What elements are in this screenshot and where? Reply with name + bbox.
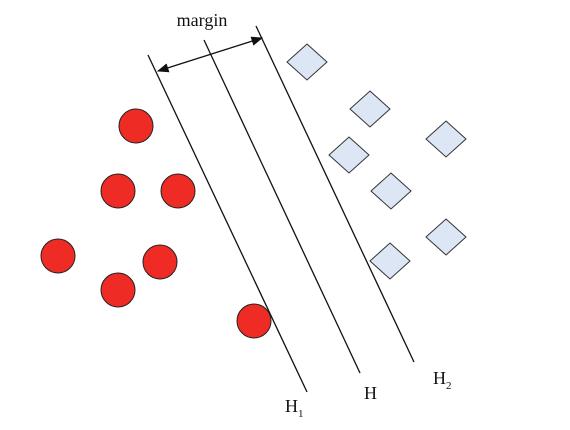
hyperplane-h2	[255, 25, 415, 363]
label-h1: H1	[285, 396, 304, 420]
circle-point	[100, 272, 136, 308]
diamond-point	[349, 90, 391, 128]
hyperplane-h1	[147, 54, 308, 393]
circle-point	[100, 173, 136, 209]
label-h2: H2	[433, 368, 452, 392]
circle-point	[40, 238, 76, 274]
label-h1-main: H	[285, 396, 298, 416]
diamond-point	[328, 136, 370, 174]
diamond-point	[369, 242, 411, 280]
circle-point	[236, 303, 272, 339]
diamond-point	[425, 120, 467, 158]
margin-arrow	[156, 36, 264, 73]
diamond-point	[286, 43, 328, 81]
circle-point	[118, 108, 154, 144]
label-h2-sub: 2	[446, 380, 452, 392]
circle-point	[160, 173, 196, 209]
label-h2-main: H	[433, 368, 446, 388]
label-h: H	[364, 383, 377, 403]
hyperplane-h	[203, 39, 361, 374]
label-h1-sub: 1	[298, 408, 304, 420]
class-circles	[40, 108, 272, 339]
circle-point	[142, 244, 178, 280]
margin-label: margin	[177, 10, 228, 30]
class-diamonds	[286, 43, 467, 280]
diamond-point	[370, 172, 412, 210]
diamond-point	[425, 218, 467, 256]
